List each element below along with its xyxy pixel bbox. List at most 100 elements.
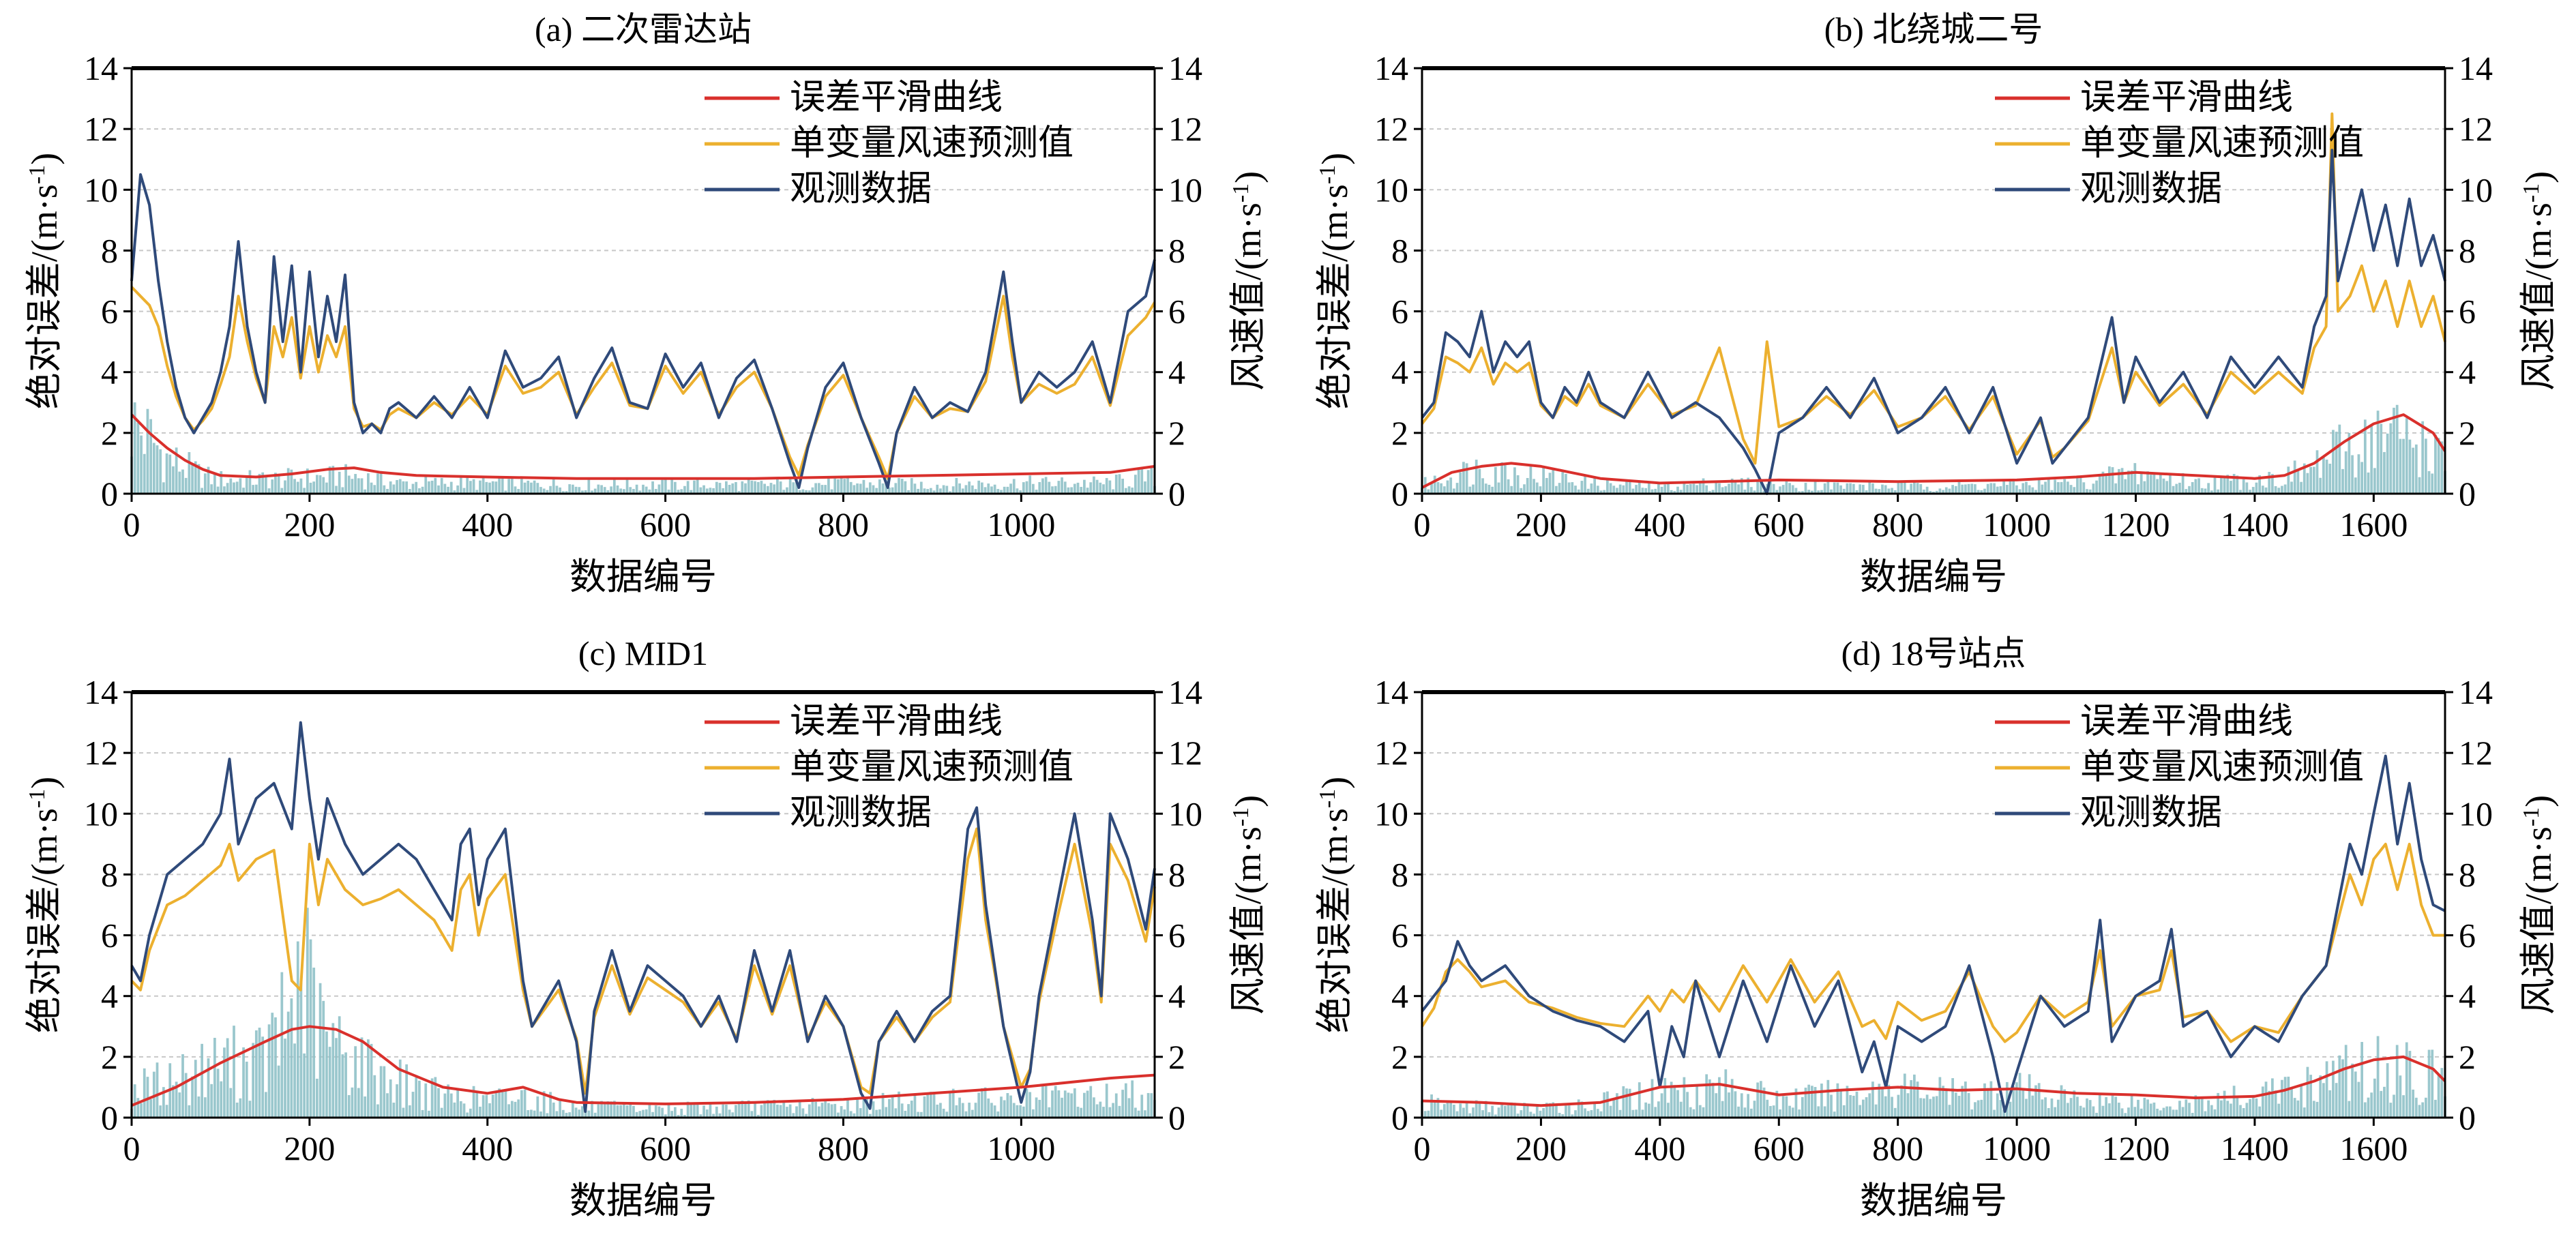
y-tick-label-left: 4 <box>1391 353 1408 391</box>
error-bar <box>1794 488 1798 494</box>
error-bar <box>536 483 539 494</box>
error-bar <box>1951 1078 1954 1118</box>
error-bar <box>386 489 389 494</box>
error-bar <box>1000 1096 1003 1118</box>
error-bar <box>1855 1091 1859 1118</box>
error-bar <box>578 1109 581 1118</box>
error-bar <box>316 475 319 494</box>
error-bar <box>1734 1091 1737 1118</box>
error-bar <box>993 1105 996 1118</box>
x-tick-label: 400 <box>462 1129 513 1167</box>
error-bar <box>1006 486 1009 494</box>
error-bar <box>2360 462 2363 494</box>
error-bar <box>220 1081 223 1118</box>
error-bar <box>1430 1094 1433 1118</box>
error-bar <box>252 485 254 494</box>
error-bar <box>1484 1101 1487 1118</box>
error-bar <box>552 479 555 494</box>
error-bar <box>1520 1110 1523 1118</box>
error-bar <box>849 481 853 494</box>
error-bar <box>1948 1105 1951 1118</box>
error-bar <box>383 1066 386 1118</box>
error-bar <box>2031 487 2034 494</box>
error-bar <box>2395 1045 2399 1118</box>
x-tick-label: 600 <box>1753 505 1805 543</box>
error-bar <box>271 1013 274 1118</box>
error-bar <box>1897 483 1900 494</box>
error-bar <box>498 1088 501 1118</box>
error-bar <box>1785 479 1788 494</box>
error-bar <box>693 1104 696 1118</box>
error-bar <box>1721 1101 1724 1118</box>
error-bar <box>184 477 188 494</box>
error-bar <box>1871 1081 1874 1118</box>
error-bar <box>207 466 210 494</box>
error-bar <box>888 488 891 494</box>
error-bar <box>2271 474 2274 494</box>
error-bar <box>2175 1109 2178 1118</box>
error-bar <box>1472 484 1475 494</box>
error-bar <box>2290 481 2293 494</box>
error-bar <box>2076 1096 2079 1118</box>
error-bar <box>1080 1107 1083 1118</box>
error-bar <box>1440 1109 1442 1118</box>
error-bar <box>261 1036 265 1118</box>
error-bar <box>306 468 309 494</box>
error-bar <box>1654 1107 1657 1118</box>
y-tick-label-right: 4 <box>2459 353 2476 391</box>
error-bar <box>1449 1103 1453 1118</box>
error-bar <box>1487 1112 1491 1118</box>
error-bar <box>1051 1090 1054 1118</box>
error-bar <box>539 1111 542 1118</box>
error-bar <box>1993 483 1996 494</box>
error-bar <box>971 1109 974 1118</box>
error-bar <box>1504 465 1507 494</box>
y-tick-label-left: 8 <box>1391 231 1408 269</box>
error-bar <box>494 481 498 494</box>
error-bar <box>239 478 242 494</box>
error-bar <box>1913 481 1916 494</box>
error-bar <box>1964 1081 1967 1118</box>
error-bar <box>2303 1107 2306 1118</box>
error-bar <box>1779 1109 1781 1118</box>
error-bar <box>773 1099 776 1118</box>
error-bar <box>1006 1093 1009 1118</box>
error-bar <box>824 1100 827 1118</box>
error-bar <box>1916 483 1919 494</box>
error-bar <box>2425 438 2427 494</box>
error-bar <box>2152 474 2156 494</box>
error-bar <box>494 1091 498 1118</box>
error-bar <box>754 1102 756 1118</box>
error-bar <box>172 1085 175 1118</box>
error-bar <box>1548 1103 1552 1118</box>
error-bar <box>1683 1077 1686 1118</box>
error-bar <box>1781 485 1785 494</box>
error-bar <box>1862 484 1865 494</box>
error-bar <box>2159 474 2162 494</box>
error-bar <box>2200 488 2204 494</box>
error-bar <box>2149 1103 2152 1118</box>
error-bar <box>1692 483 1696 494</box>
error-bar <box>1137 1110 1140 1118</box>
error-bar <box>1529 465 1533 494</box>
error-bar <box>2303 463 2306 494</box>
error-bar <box>347 475 351 494</box>
error-bar <box>2230 481 2232 494</box>
y-tick-label-left: 8 <box>101 855 118 893</box>
error-bar <box>2213 477 2217 494</box>
error-bar <box>1747 477 1749 494</box>
error-bar <box>1980 490 1983 494</box>
error-bar <box>1705 1074 1708 1118</box>
error-bar <box>1105 478 1108 494</box>
y-axis-label-right: 风速值/(m·s-1) <box>2518 171 2559 391</box>
error-bar <box>1916 1081 1919 1118</box>
error-bar <box>1842 1105 1846 1118</box>
error-bar <box>1131 488 1134 494</box>
error-bar <box>1935 1096 1938 1118</box>
error-bar <box>2389 1103 2393 1118</box>
error-bar <box>990 1103 993 1118</box>
y-tick-label-right: 2 <box>1168 414 1185 452</box>
error-bar <box>2082 1107 2086 1118</box>
error-bar <box>718 483 722 494</box>
y-axis-label-left-main: 绝对误差/(m·s <box>1314 184 1355 409</box>
